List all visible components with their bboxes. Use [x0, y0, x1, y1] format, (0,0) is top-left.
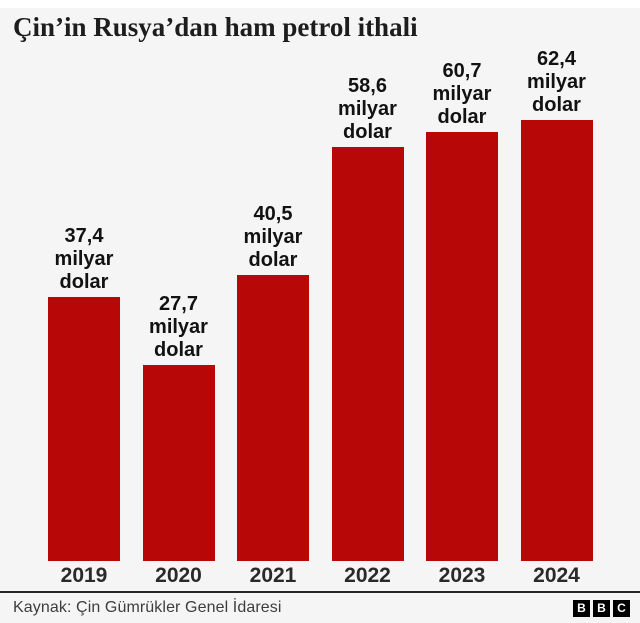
bar-2021: 40,5 milyar dolar: [237, 203, 309, 561]
bar-value-label-line: 60,7: [442, 60, 482, 82]
bbc-logo-block: B: [573, 599, 590, 617]
chart-title: Çin’in Rusya’dan ham petrol ithali: [13, 12, 418, 42]
bar-2024: 62,4 milyar dolar: [520, 48, 593, 561]
x-tick-2019: 2019: [60, 564, 108, 587]
plot-area: 37,4 milyar dolar 27,7 milyar dolar 40,5 milyar…: [0, 8, 640, 561]
bar-value-label-line: dolar: [248, 249, 298, 271]
bar-value-label-line: milyar: [432, 83, 492, 105]
bar-value-label-2021: 40,5 milyar dolar: [203, 203, 343, 272]
bar-value-label-line: dolar: [532, 94, 581, 116]
bar-value-label-line: milyar: [149, 316, 208, 338]
bar-value-label-line: dolar: [437, 106, 487, 128]
bar-value-label-line: 40,5: [253, 203, 293, 225]
bar-value-label-2019: 37,4 milyar dolar: [14, 225, 154, 294]
bar-value-label-2022: 58,6 milyar dolar: [298, 75, 438, 144]
bar-2022: 58,6 milyar dolar: [331, 75, 404, 561]
bar-2020: 27,7 milyar dolar: [142, 293, 215, 561]
bbc-logo-block: C: [613, 599, 630, 617]
bar-value-label-2024: 62,4 milyar dolar: [487, 48, 627, 117]
bar-value-label-line: milyar: [54, 248, 114, 270]
bar-value-label-line: dolar: [154, 339, 203, 361]
x-tick-2024: 2024: [533, 564, 580, 587]
bar-value-label-2023: 60,7 milyar dolar: [392, 60, 532, 129]
bar-value-label-line: dolar: [59, 271, 109, 293]
chart-card: Çin’in Rusya’dan ham petrol ithali 37,4 m…: [0, 8, 640, 623]
bar-value-label-2020: 27,7 milyar dolar: [109, 293, 249, 362]
x-axis: 2019 2020 2021 2022 2023 2024: [0, 564, 640, 590]
bar-value-label-line: milyar: [243, 226, 303, 248]
bar-value-label-line: dolar: [343, 121, 392, 143]
bar-2023: 60,7 milyar dolar: [426, 60, 498, 561]
bar-value-label-line: 27,7: [159, 293, 198, 315]
x-tick-2023: 2023: [438, 564, 486, 587]
x-tick-2020: 2020: [155, 564, 202, 587]
source-text: Kaynak: Çin Gümrükler Genel İdaresi: [13, 599, 282, 616]
bar-value-label-line: milyar: [338, 98, 397, 120]
bar-value-label-line: milyar: [527, 71, 586, 93]
bar-value-label-line: 62,4: [537, 48, 576, 70]
x-tick-2021: 2021: [249, 564, 297, 587]
bar-value-label-line: 58,6: [348, 75, 387, 97]
bar-value-label-line: 37,4: [64, 225, 104, 247]
bar-2019: 37,4 milyar dolar: [48, 225, 120, 561]
x-tick-2022: 2022: [344, 564, 391, 587]
bbc-logo-block: B: [593, 599, 610, 617]
